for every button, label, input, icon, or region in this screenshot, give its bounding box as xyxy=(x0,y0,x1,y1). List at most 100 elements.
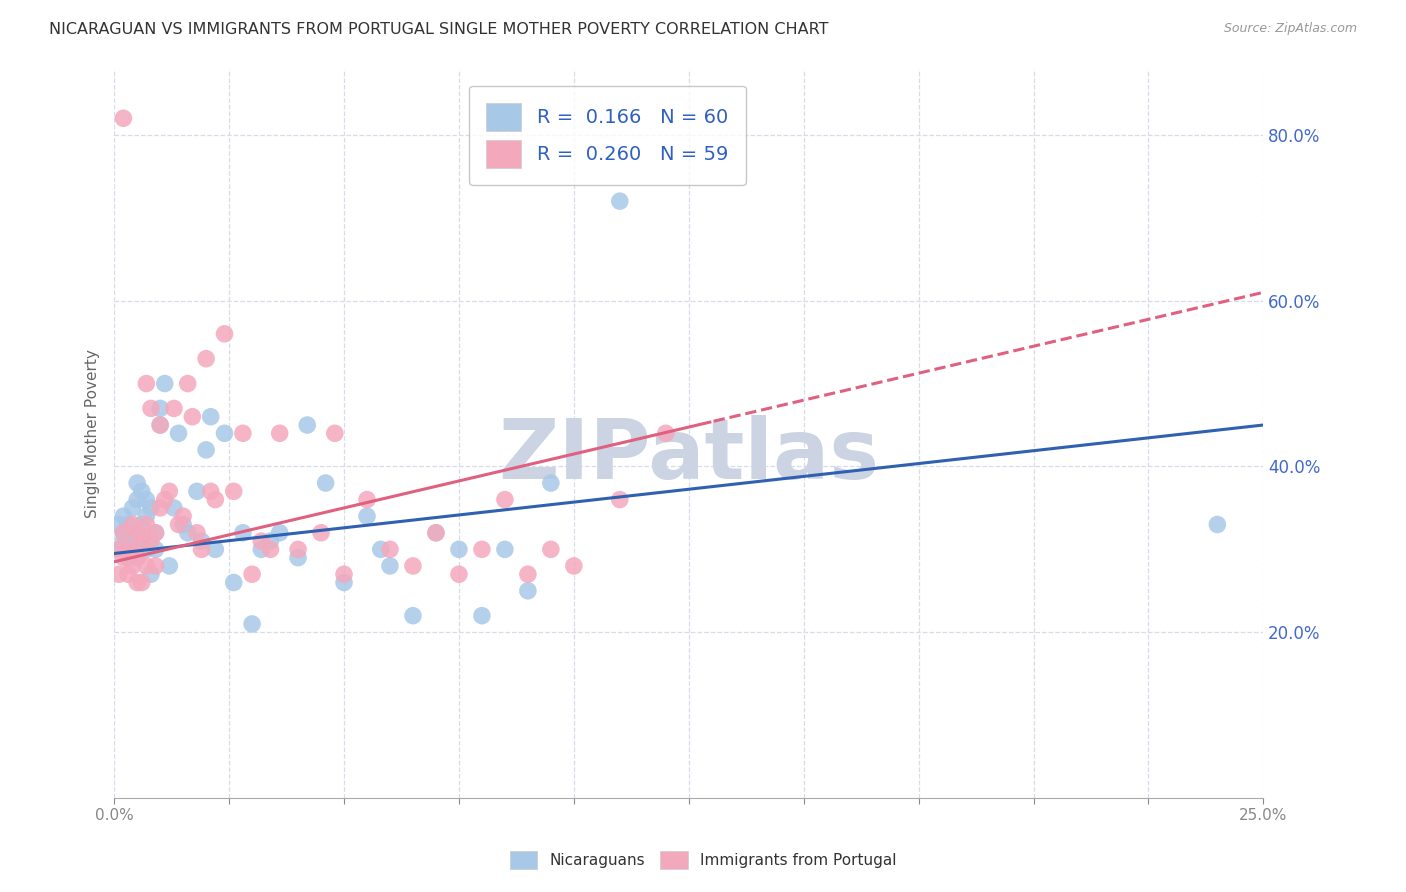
Point xyxy=(222,484,245,499)
Point xyxy=(516,567,538,582)
Point xyxy=(447,567,470,582)
Point xyxy=(425,525,447,540)
Point xyxy=(540,476,562,491)
Point xyxy=(378,558,401,573)
Point xyxy=(269,426,291,441)
Point xyxy=(145,558,167,573)
Point xyxy=(232,525,254,540)
Point xyxy=(425,525,447,540)
Point xyxy=(117,550,139,565)
Point xyxy=(516,583,538,598)
Point xyxy=(149,401,172,416)
Point xyxy=(131,484,153,499)
Point xyxy=(112,509,135,524)
Point xyxy=(139,401,162,416)
Point xyxy=(121,500,143,515)
Point xyxy=(135,509,157,524)
Point xyxy=(167,517,190,532)
Point xyxy=(200,484,222,499)
Point xyxy=(153,492,176,507)
Point xyxy=(127,525,149,540)
Point xyxy=(356,492,378,507)
Point xyxy=(190,542,212,557)
Point xyxy=(297,417,319,432)
Point xyxy=(135,376,157,391)
Point xyxy=(1206,517,1229,532)
Point xyxy=(186,484,208,499)
Point xyxy=(131,534,153,549)
Point xyxy=(127,492,149,507)
Point xyxy=(177,376,200,391)
Point xyxy=(181,409,204,424)
Point xyxy=(333,567,356,582)
Point xyxy=(172,509,194,524)
Point xyxy=(149,417,172,432)
Point xyxy=(163,500,186,515)
Point xyxy=(214,426,236,441)
Point xyxy=(135,558,157,573)
Point xyxy=(127,550,149,565)
Point xyxy=(402,608,425,623)
Point xyxy=(240,617,263,632)
Point xyxy=(117,534,139,549)
Point xyxy=(356,509,378,524)
Point xyxy=(177,525,200,540)
Point xyxy=(323,426,346,441)
Point xyxy=(127,476,149,491)
Point xyxy=(112,525,135,540)
Point xyxy=(149,500,172,515)
Point xyxy=(609,492,631,507)
Text: NICARAGUAN VS IMMIGRANTS FROM PORTUGAL SINGLE MOTHER POVERTY CORRELATION CHART: NICARAGUAN VS IMMIGRANTS FROM PORTUGAL S… xyxy=(49,22,828,37)
Point xyxy=(131,517,153,532)
Point xyxy=(195,351,218,366)
Point xyxy=(200,409,222,424)
Point xyxy=(655,426,678,441)
Point xyxy=(157,484,180,499)
Point xyxy=(139,500,162,515)
Point xyxy=(149,417,172,432)
Point xyxy=(186,525,208,540)
Legend: R =  0.166   N = 60, R =  0.260   N = 59: R = 0.166 N = 60, R = 0.260 N = 59 xyxy=(468,86,745,186)
Point xyxy=(204,492,226,507)
Point xyxy=(269,525,291,540)
Point xyxy=(195,442,218,457)
Point xyxy=(107,567,129,582)
Point xyxy=(139,567,162,582)
Point xyxy=(112,534,135,549)
Point xyxy=(447,542,470,557)
Point xyxy=(127,575,149,590)
Point xyxy=(157,558,180,573)
Point xyxy=(204,542,226,557)
Point xyxy=(609,194,631,209)
Point xyxy=(145,525,167,540)
Point xyxy=(121,558,143,573)
Point xyxy=(250,542,273,557)
Point xyxy=(378,542,401,557)
Point xyxy=(117,517,139,532)
Point xyxy=(222,575,245,590)
Point xyxy=(153,376,176,391)
Point xyxy=(107,517,129,532)
Point xyxy=(112,525,135,540)
Point xyxy=(562,558,585,573)
Point xyxy=(107,542,129,557)
Point xyxy=(121,525,143,540)
Point xyxy=(214,326,236,341)
Y-axis label: Single Mother Poverty: Single Mother Poverty xyxy=(86,349,100,517)
Point xyxy=(112,550,135,565)
Point xyxy=(139,534,162,549)
Point xyxy=(135,517,157,532)
Point xyxy=(145,525,167,540)
Point xyxy=(309,525,332,540)
Point xyxy=(121,517,143,532)
Point xyxy=(163,401,186,416)
Point xyxy=(131,575,153,590)
Point xyxy=(190,534,212,549)
Point xyxy=(287,542,309,557)
Legend: Nicaraguans, Immigrants from Portugal: Nicaraguans, Immigrants from Portugal xyxy=(503,845,903,875)
Point xyxy=(287,550,309,565)
Point xyxy=(370,542,392,557)
Point xyxy=(315,476,337,491)
Point xyxy=(131,534,153,549)
Point xyxy=(135,492,157,507)
